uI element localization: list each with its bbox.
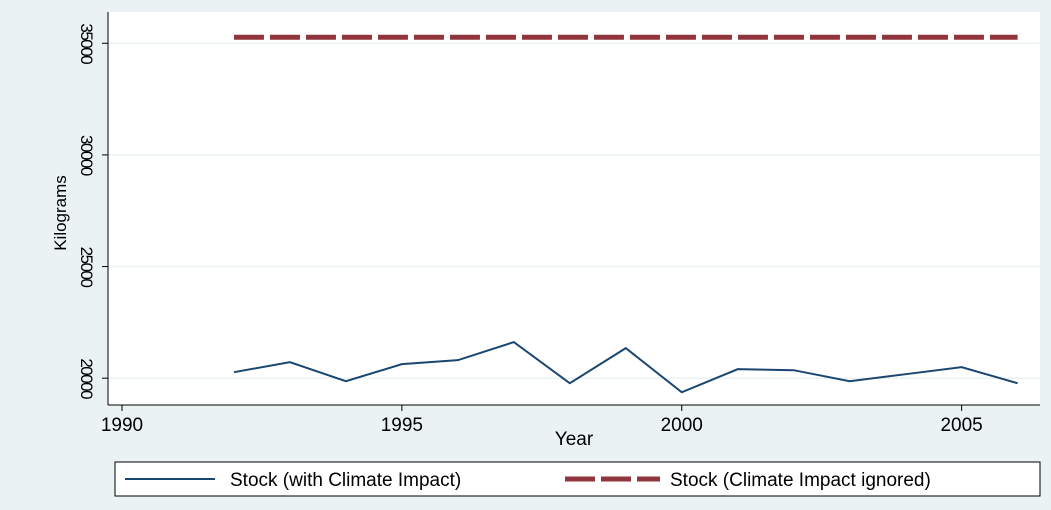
legend-label: Stock (Climate Impact ignored) xyxy=(670,470,931,491)
x-axis-title: Year xyxy=(555,429,594,450)
legend-label: Stock (with Climate Impact) xyxy=(230,470,461,491)
y-tick-label: 20000 xyxy=(77,358,96,399)
plot-area xyxy=(108,12,1040,405)
y-tick-label: 30000 xyxy=(77,135,96,176)
y-axis-title: Kilograms xyxy=(51,175,70,251)
x-tick-label: 2000 xyxy=(661,415,703,436)
y-tick-label: 35000 xyxy=(77,23,96,64)
x-tick-label: 1995 xyxy=(381,415,423,436)
x-tick-label: 2005 xyxy=(940,415,982,436)
series-line xyxy=(233,340,1018,394)
y-tick-label: 25000 xyxy=(77,247,96,288)
x-tick-label: 1990 xyxy=(101,415,143,436)
